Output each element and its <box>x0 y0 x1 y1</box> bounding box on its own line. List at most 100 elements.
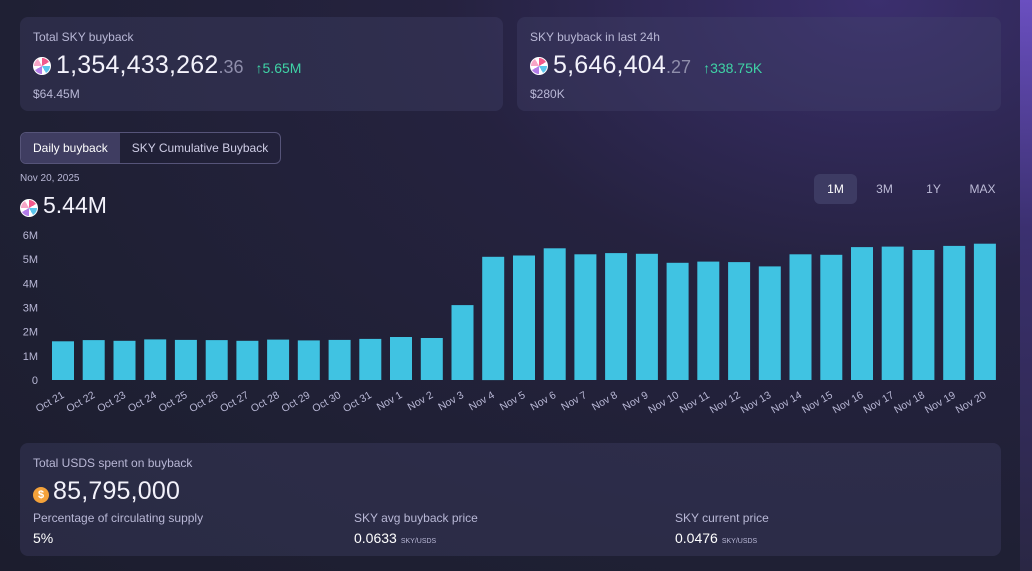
bar-oct-24[interactable] <box>144 339 167 380</box>
x-tick-label: Oct 22 <box>64 389 97 415</box>
bar-oct-21[interactable] <box>52 341 74 380</box>
selected-value: 5.44M <box>43 192 107 218</box>
usds-spent-value: 85,795,000 <box>53 477 181 505</box>
bar-nov-19[interactable] <box>943 245 966 380</box>
x-tick-label: Nov 3 <box>436 389 466 413</box>
stat-avg-price-unit: SKY/USDS <box>400 538 437 545</box>
range-max-button[interactable]: MAX <box>969 182 996 196</box>
bar-nov-18[interactable] <box>912 250 935 380</box>
x-tick-label: Nov 15 <box>800 389 835 416</box>
range-3m-button[interactable]: 3M <box>876 182 893 196</box>
x-tick-label: Oct 28 <box>249 389 282 415</box>
right-edge-bar <box>1020 0 1032 571</box>
x-tick-label: Oct 24 <box>126 389 159 415</box>
usds-spent-label: Total USDS spent on buyback <box>33 456 193 470</box>
y-tick-label: 3M <box>23 303 38 315</box>
usds-spent-value-row: $ 85,795,000 <box>33 477 180 506</box>
bar-oct-28[interactable] <box>267 339 290 380</box>
x-tick-label: Oct 31 <box>341 389 374 415</box>
x-tick-label: Nov 16 <box>831 389 866 416</box>
bar-nov-6[interactable] <box>543 248 566 380</box>
x-tick-label: Oct 26 <box>187 389 220 415</box>
bar-nov-12[interactable] <box>728 262 751 380</box>
day-buyback-dec: .27 <box>666 57 692 77</box>
x-tick-label: Nov 7 <box>559 389 589 413</box>
total-buyback-label: Total SKY buyback <box>33 30 134 44</box>
total-buyback-dec: .36 <box>218 57 244 77</box>
total-buyback-int: 1,354,433,262 <box>56 51 219 79</box>
tab-daily-buyback[interactable]: Daily buyback <box>21 133 120 163</box>
tab-cumulative-buyback[interactable]: SKY Cumulative Buyback <box>131 141 269 155</box>
x-tick-label: Nov 6 <box>528 389 558 413</box>
total-buyback-usd: $64.45M <box>33 87 80 101</box>
x-tick-label: Oct 23 <box>95 389 128 415</box>
x-tick-label: Oct 30 <box>310 389 343 415</box>
total-buyback-value: 1,354,433,262 .36 ↑5.65M <box>33 51 301 80</box>
bar-nov-9[interactable] <box>635 253 658 380</box>
stat-circulating-value: 5% <box>33 530 53 546</box>
usds-spent-card: Total USDS spent on buyback $ 85,795,000… <box>20 443 1001 556</box>
bar-nov-20[interactable] <box>973 243 996 380</box>
bar-nov-2[interactable] <box>420 338 443 380</box>
stat-current-price-label: SKY current price <box>675 511 769 525</box>
chart-tabs: Daily buyback SKY Cumulative Buyback <box>20 132 282 164</box>
bar-oct-27[interactable] <box>236 340 259 380</box>
bar-oct-26[interactable] <box>205 340 228 380</box>
bar-nov-11[interactable] <box>697 261 720 380</box>
day-buyback-delta: ↑338.75K <box>703 60 763 76</box>
total-buyback-delta: ↑5.65M <box>255 60 302 76</box>
day-buyback-usd: $280K <box>530 87 565 101</box>
x-tick-label: Nov 5 <box>498 389 528 413</box>
bar-oct-31[interactable] <box>359 338 382 380</box>
x-tick-label: Nov 13 <box>738 389 773 416</box>
bar-nov-16[interactable] <box>851 247 873 380</box>
x-tick-label: Oct 27 <box>218 389 251 415</box>
bar-nov-14[interactable] <box>789 254 812 380</box>
bar-nov-10[interactable] <box>666 262 689 380</box>
bar-nov-4[interactable] <box>482 256 505 381</box>
x-tick-label: Oct 29 <box>280 389 313 415</box>
bar-nov-5[interactable] <box>513 255 535 381</box>
y-tick-label: 4M <box>23 278 38 290</box>
sky-coin-icon <box>20 198 38 217</box>
range-1m-button[interactable]: 1M <box>814 174 857 204</box>
y-tick-label: 0 <box>32 375 38 387</box>
x-tick-label: Nov 8 <box>590 389 620 413</box>
bar-nov-17[interactable] <box>881 246 904 380</box>
stat-current-price-value: 0.0476 SKY/USDS <box>675 530 757 546</box>
bar-nov-7[interactable] <box>574 254 597 380</box>
x-tick-label: Nov 9 <box>621 389 651 413</box>
x-tick-label: Nov 1 <box>375 389 405 413</box>
x-tick-label: Nov 17 <box>861 389 896 416</box>
range-1y-button[interactable]: 1Y <box>926 182 941 196</box>
day-buyback-label: SKY buyback in last 24h <box>530 30 660 44</box>
x-tick-label: Nov 12 <box>708 389 743 416</box>
stat-avg-price-label: SKY avg buyback price <box>354 511 478 525</box>
sky-coin-icon <box>33 57 51 75</box>
bar-nov-8[interactable] <box>605 253 628 380</box>
day-buyback-int: 5,646,404 <box>553 51 667 79</box>
bar-oct-30[interactable] <box>328 339 351 380</box>
bar-oct-22[interactable] <box>82 340 105 380</box>
x-tick-label: Oct 25 <box>157 389 190 415</box>
x-tick-label: Nov 4 <box>467 389 497 413</box>
x-tick-label: Nov 11 <box>678 389 712 416</box>
stat-avg-price-value: 0.0633 SKY/USDS <box>354 530 436 546</box>
selected-value-row: 5.44M <box>20 192 107 219</box>
total-buyback-card: Total SKY buyback 1,354,433,262 .36 ↑5.6… <box>20 17 503 111</box>
bar-oct-23[interactable] <box>113 340 136 380</box>
selected-date: Nov 20, 2025 <box>20 173 80 184</box>
bar-nov-1[interactable] <box>390 337 412 380</box>
bar-nov-3[interactable] <box>451 305 474 380</box>
range-selector: 1M 3M 1Y MAX <box>814 174 1004 204</box>
bar-nov-15[interactable] <box>820 254 843 380</box>
y-tick-label: 6M <box>23 230 38 242</box>
x-tick-label: Nov 2 <box>406 389 436 413</box>
bar-nov-13[interactable] <box>758 266 781 380</box>
x-tick-label: Nov 14 <box>769 389 804 416</box>
bar-oct-29[interactable] <box>297 340 320 380</box>
bar-oct-25[interactable] <box>174 339 197 380</box>
stat-current-price-number: 0.0476 <box>675 530 718 546</box>
x-tick-label: Nov 10 <box>646 389 681 416</box>
